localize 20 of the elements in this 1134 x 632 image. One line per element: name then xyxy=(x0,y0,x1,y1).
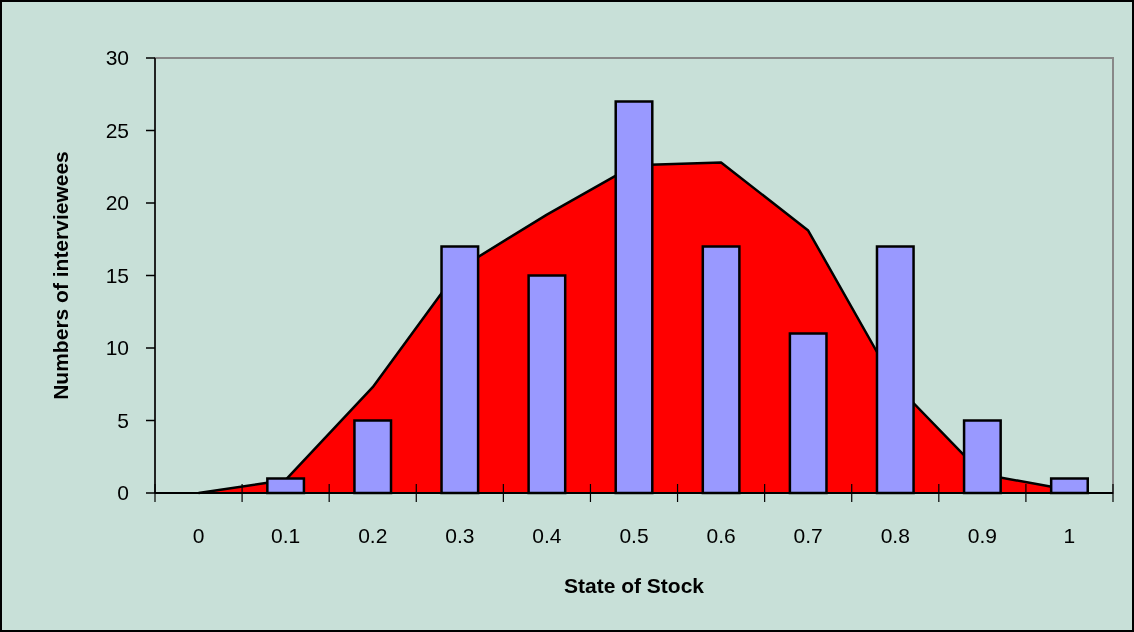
y-tick-label: 20 xyxy=(105,191,129,215)
x-tick-label: 0.7 xyxy=(793,524,823,547)
x-tick-label: 0.2 xyxy=(358,524,388,547)
y-tick-label: 0 xyxy=(117,481,129,505)
y-tick-label: 25 xyxy=(105,118,129,142)
x-tick-label: 0.1 xyxy=(271,524,301,547)
x-tick-label: 0.8 xyxy=(880,524,910,547)
y-tick-label: 30 xyxy=(105,46,129,70)
y-tick-label: 5 xyxy=(117,408,129,432)
y-axis-title: Numbers of interviewees xyxy=(49,151,72,400)
x-tick-label: 0.6 xyxy=(706,524,736,547)
x-tick-label: 0.5 xyxy=(619,524,649,547)
x-tick-label: 0.3 xyxy=(445,524,475,547)
x-tick-label: 0.4 xyxy=(532,524,562,547)
x-axis-title: State of Stock xyxy=(563,574,705,597)
x-tick-label: 0.9 xyxy=(967,524,997,547)
y-tick-label: 10 xyxy=(105,336,129,360)
x-tick-label: 0 xyxy=(192,524,205,547)
x-tick-label: 1 xyxy=(1063,524,1076,547)
y-tick-label: 15 xyxy=(105,263,129,287)
